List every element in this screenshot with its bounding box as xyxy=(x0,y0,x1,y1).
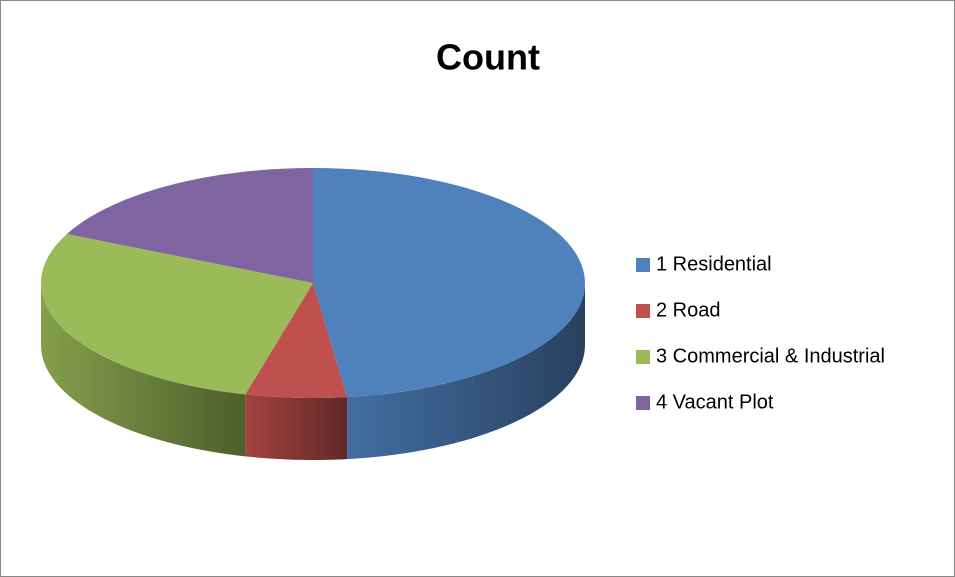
slice-top xyxy=(313,168,585,398)
legend-label: 1 Residential xyxy=(656,253,772,275)
slice-top xyxy=(245,283,348,398)
pie-slice xyxy=(313,168,585,460)
slice-top xyxy=(41,234,313,395)
legend-label: 4 Vacant Plot xyxy=(656,391,774,413)
legend-swatch xyxy=(636,304,650,318)
legend-swatch xyxy=(636,396,650,410)
legend-label: 3 Commercial & Industrial xyxy=(656,345,885,367)
legend-swatch xyxy=(636,350,650,364)
legend-label: 2 Road xyxy=(656,299,721,321)
legend-swatch xyxy=(636,258,650,272)
slice-top xyxy=(66,168,313,283)
pie-slice xyxy=(245,283,348,460)
slice-side xyxy=(245,394,348,460)
slice-side xyxy=(41,283,246,457)
pie-slice xyxy=(66,168,313,283)
pie-slice xyxy=(41,234,313,457)
chart-title: Count xyxy=(436,37,540,78)
slice-side xyxy=(347,283,585,460)
